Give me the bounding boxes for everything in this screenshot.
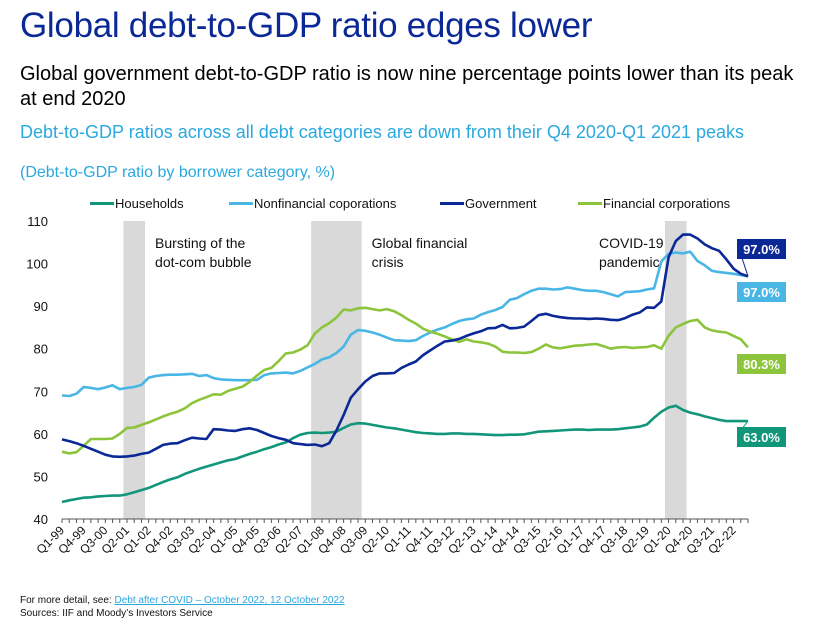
y-tick-label: 90	[34, 299, 48, 314]
chart-legend: Households Nonfinancial coporations Gove…	[0, 196, 813, 214]
series-line-nonfinancial	[61, 250, 749, 398]
legend-swatch-households	[90, 202, 114, 205]
event-band	[123, 221, 146, 519]
footer-more-detail: For more detail, see: Debt after COVID –…	[20, 594, 345, 607]
legend-swatch-government	[440, 202, 464, 205]
legend-label-government: Government	[465, 196, 537, 211]
y-tick-label: 80	[34, 342, 48, 357]
chart-subtitle: (Debt-to-GDP ratio by borrower category,…	[20, 164, 336, 181]
event-annotation: Bursting of the	[155, 235, 245, 251]
end-label-box-households	[737, 427, 786, 447]
y-tick-label: 110	[27, 214, 48, 229]
legend-label-financial: Financial corporations	[603, 196, 731, 211]
legend-swatch-nonfinancial	[229, 202, 253, 205]
legend-label-households: Households	[115, 196, 184, 211]
event-annotation: dot-com bubble	[155, 254, 252, 270]
legend-item-nonfinancial: Nonfinancial coporations	[229, 196, 396, 211]
legend-item-households: Households	[90, 196, 184, 211]
event-band	[311, 221, 362, 519]
series-line-households	[61, 404, 748, 504]
page-title: Global debt-to-GDP ratio edges lower	[20, 6, 593, 45]
series-line-government	[61, 233, 749, 459]
y-tick-label: 70	[34, 384, 48, 399]
y-tick-label: 50	[34, 469, 48, 484]
legend-item-government: Government	[440, 196, 537, 211]
end-label-box-financial	[737, 354, 786, 374]
legend-swatch-financial	[578, 202, 602, 205]
end-label-government: 97.0%	[743, 242, 780, 257]
end-label-households: 63.0%	[743, 430, 780, 445]
legend-label-nonfinancial: Nonfinancial coporations	[254, 196, 397, 211]
end-label-financial: 80.3%	[743, 357, 780, 372]
event-annotation: Global financial	[372, 235, 468, 251]
series-line-financial	[61, 306, 749, 455]
event-annotation: crisis	[372, 254, 404, 270]
event-band	[664, 221, 687, 519]
page-subtitle: Global government debt-to-GDP ratio is n…	[20, 63, 794, 110]
event-annotation: COVID-19	[599, 235, 664, 251]
event-annotation: pandemic	[599, 254, 660, 270]
y-tick-label: 100	[26, 257, 48, 272]
chart-title: Debt-to-GDP ratios across all debt categ…	[20, 122, 745, 142]
footer-more-detail-prefix: For more detail, see:	[20, 595, 115, 606]
footer-sources: Sources: IIF and Moody’s Investors Servi…	[20, 608, 213, 619]
report-link[interactable]: Debt after COVID – October 2022, 12 Octo…	[114, 595, 345, 606]
y-tick-label: 40	[34, 512, 48, 527]
y-tick-label: 60	[34, 427, 48, 442]
footer: For more detail, see: Debt after COVID –…	[20, 594, 345, 620]
end-label-box-nonfinancial	[737, 282, 786, 302]
end-label-nonfinancial: 97.0%	[743, 285, 780, 300]
end-label-box-government	[737, 239, 786, 259]
legend-item-financial: Financial corporations	[578, 196, 730, 211]
